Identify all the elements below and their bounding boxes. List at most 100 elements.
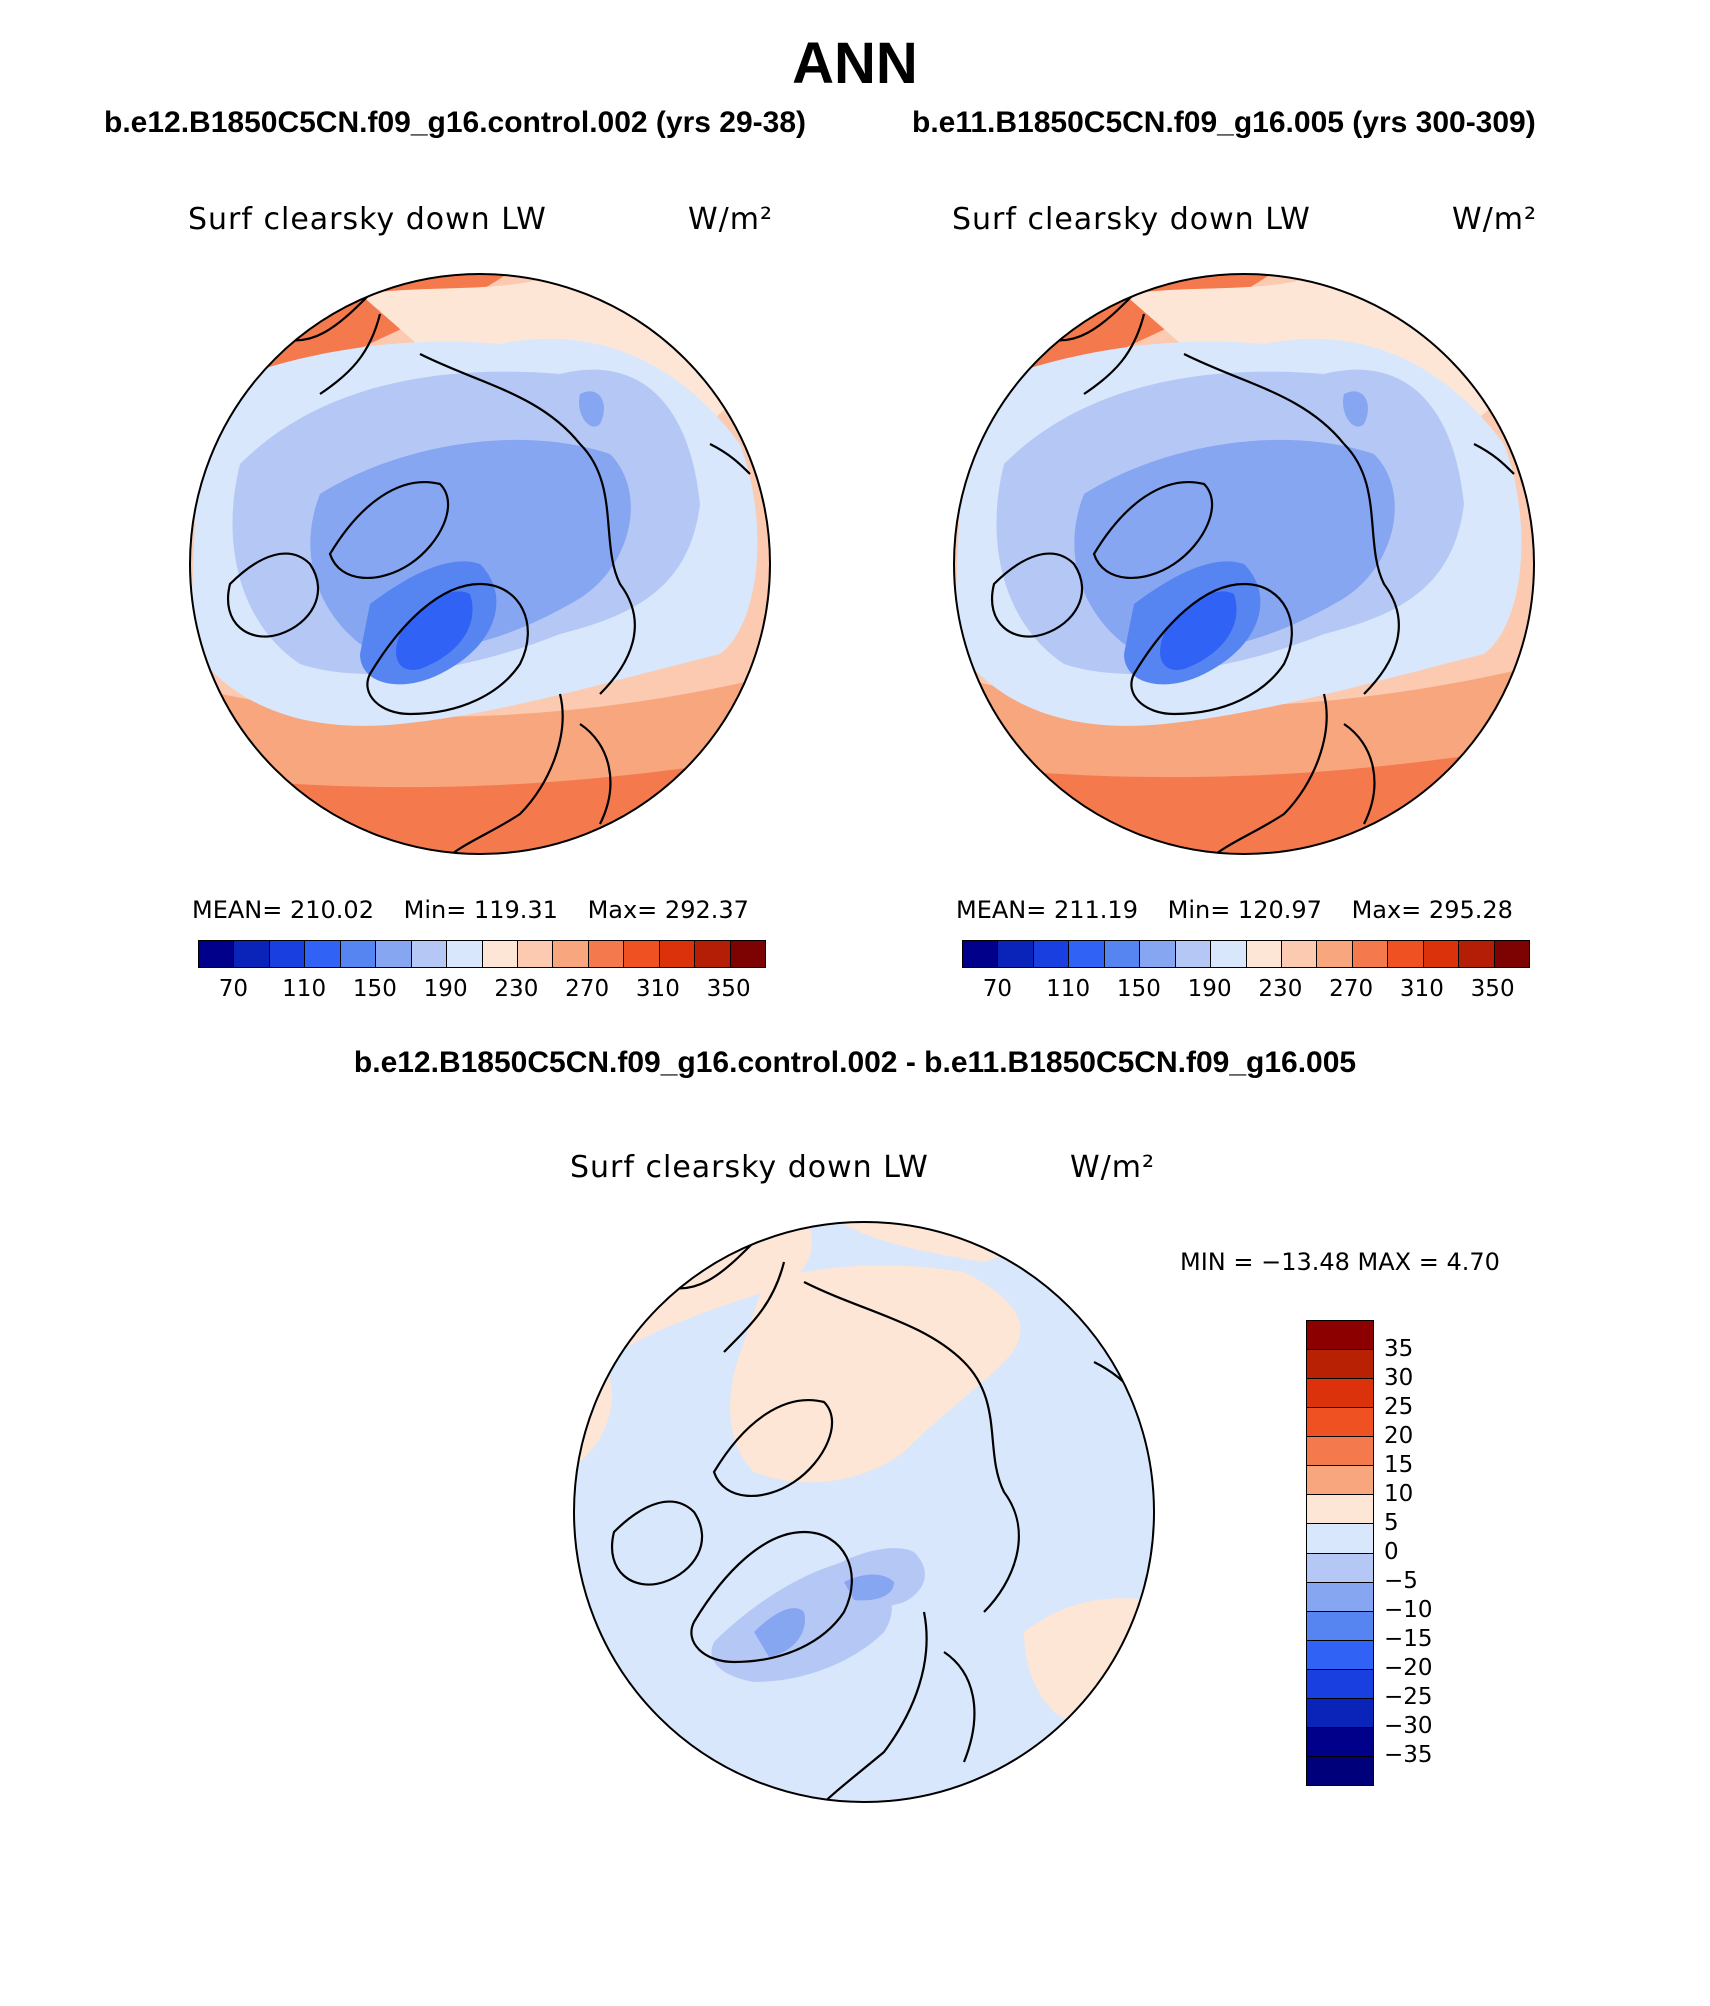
colorbar-tick-label: 350 xyxy=(1470,976,1515,1002)
colorbar-swatch xyxy=(1104,941,1141,967)
colorbar-swatch xyxy=(963,941,999,967)
right-colorbar-ticks: 70 110 150 190 230 270 310 350 xyxy=(962,976,1528,1006)
left-colorbar-ticks: 70 110 150 190 230 270 310 350 xyxy=(198,976,764,1006)
right-min: Min= 120.97 xyxy=(1167,896,1322,924)
left-mean: MEAN= 210.02 xyxy=(192,896,374,924)
right-variable-label: Surf clearsky down LW xyxy=(952,202,1311,237)
colorbar-tick-label: 190 xyxy=(1187,976,1232,1002)
colorbar-swatch xyxy=(1388,941,1424,967)
colorbar-tick-label: 270 xyxy=(1329,976,1374,1002)
right-units-label: W/m² xyxy=(1452,202,1538,237)
right-stats: MEAN= 211.19 Min= 120.97 Max= 295.28 xyxy=(956,896,1535,924)
colorbar-tick-label: −30 xyxy=(1384,1713,1433,1739)
colorbar-swatch xyxy=(517,941,554,967)
colorbar-tick-label: 30 xyxy=(1384,1365,1414,1391)
left-case-title: b.e12.B1850C5CN.f09_g16.control.002 (yrs… xyxy=(104,106,807,139)
colorbar-swatch xyxy=(1307,1350,1373,1380)
colorbar-tick-label: 270 xyxy=(565,976,610,1002)
colorbar-tick-label: 110 xyxy=(282,976,327,1002)
left-max: Max= 292.37 xyxy=(587,896,749,924)
colorbar-tick-label: 230 xyxy=(494,976,539,1002)
colorbar-tick-label: 350 xyxy=(706,976,751,1002)
colorbar-tick-label: 150 xyxy=(352,976,397,1002)
colorbar-swatch xyxy=(1069,941,1105,967)
colorbar-tick-label: −25 xyxy=(1384,1684,1433,1710)
colorbar-swatch xyxy=(998,941,1034,967)
colorbar-swatch xyxy=(730,941,765,967)
colorbar-swatch xyxy=(1140,941,1176,967)
colorbar-swatch xyxy=(1281,941,1318,967)
colorbar-tick-label: 310 xyxy=(635,976,680,1002)
right-mean: MEAN= 211.19 xyxy=(956,896,1138,924)
colorbar-tick-label: 10 xyxy=(1384,1481,1414,1507)
diff-variable-label: Surf clearsky down LW xyxy=(570,1150,929,1185)
colorbar-swatch xyxy=(1307,1321,1373,1351)
colorbar-swatch xyxy=(659,941,696,967)
left-min: Min= 119.31 xyxy=(403,896,558,924)
diff-colorbar xyxy=(1306,1320,1374,1786)
difference-title: b.e12.B1850C5CN.f09_g16.control.002 - b.… xyxy=(353,1046,1357,1079)
colorbar-tick-label: −5 xyxy=(1384,1568,1418,1594)
colorbar-tick-label: −20 xyxy=(1384,1655,1433,1681)
colorbar-swatch xyxy=(1033,941,1070,967)
colorbar-swatch xyxy=(1307,1611,1373,1641)
colorbar-swatch xyxy=(588,941,625,967)
colorbar-swatch xyxy=(1307,1379,1373,1409)
right-case-title: b.e11.B1850C5CN.f09_g16.005 (yrs 300-309… xyxy=(912,106,1536,139)
colorbar-swatch xyxy=(1307,1756,1373,1785)
colorbar-tick-label: 0 xyxy=(1384,1539,1399,1565)
colorbar-tick-label: 5 xyxy=(1384,1510,1399,1536)
right-polar-map xyxy=(953,273,1535,855)
colorbar-tick-label: 230 xyxy=(1258,976,1303,1002)
colorbar-swatch xyxy=(269,941,306,967)
colorbar-swatch xyxy=(1307,1553,1373,1583)
colorbar-tick-label: 35 xyxy=(1384,1336,1414,1362)
colorbar-swatch xyxy=(1307,1524,1373,1554)
colorbar-swatch xyxy=(1317,941,1353,967)
colorbar-tick-label: 20 xyxy=(1384,1423,1414,1449)
colorbar-swatch xyxy=(411,941,448,967)
colorbar-swatch xyxy=(1307,1698,1373,1728)
colorbar-tick-label: 15 xyxy=(1384,1452,1414,1478)
colorbar-swatch xyxy=(1423,941,1460,967)
colorbar-tick-label: 70 xyxy=(982,976,1013,1002)
colorbar-swatch xyxy=(1307,1727,1373,1757)
difference-polar-map xyxy=(573,1221,1155,1803)
colorbar-swatch xyxy=(1307,1437,1373,1467)
colorbar-swatch xyxy=(1352,941,1389,967)
diff-units-label: W/m² xyxy=(1070,1150,1156,1185)
colorbar-swatch xyxy=(1459,941,1495,967)
colorbar-swatch xyxy=(1211,941,1247,967)
colorbar-tick-label: 110 xyxy=(1046,976,1091,1002)
colorbar-swatch xyxy=(340,941,377,967)
left-units-label: W/m² xyxy=(688,202,774,237)
colorbar-swatch xyxy=(234,941,270,967)
colorbar-tick-label: 150 xyxy=(1116,976,1161,1002)
colorbar-swatch xyxy=(1307,1582,1373,1612)
colorbar-swatch xyxy=(305,941,341,967)
colorbar-swatch xyxy=(1307,1640,1373,1670)
colorbar-swatch xyxy=(624,941,660,967)
colorbar-swatch xyxy=(376,941,412,967)
left-variable-label: Surf clearsky down LW xyxy=(188,202,547,237)
colorbar-swatch xyxy=(553,941,589,967)
left-polar-map xyxy=(189,273,771,855)
colorbar-swatch xyxy=(1175,941,1212,967)
colorbar-swatch xyxy=(1246,941,1282,967)
right-colorbar xyxy=(962,940,1530,968)
colorbar-swatch xyxy=(695,941,731,967)
colorbar-swatch xyxy=(1307,1669,1373,1699)
colorbar-swatch xyxy=(447,941,483,967)
colorbar-swatch xyxy=(1307,1495,1373,1525)
colorbar-swatch xyxy=(1307,1408,1373,1438)
colorbar-tick-label: 190 xyxy=(423,976,468,1002)
colorbar-tick-label: 70 xyxy=(218,976,249,1002)
right-max: Max= 295.28 xyxy=(1351,896,1513,924)
figure-title: ANN xyxy=(792,31,918,96)
colorbar-tick-label: 25 xyxy=(1384,1394,1414,1420)
colorbar-swatch xyxy=(1494,941,1529,967)
colorbar-tick-label: −15 xyxy=(1384,1626,1433,1652)
colorbar-tick-label: −35 xyxy=(1384,1742,1433,1768)
colorbar-swatch xyxy=(199,941,235,967)
diff-min-max: MIN = −13.48 MAX = 4.70 xyxy=(1180,1248,1500,1276)
